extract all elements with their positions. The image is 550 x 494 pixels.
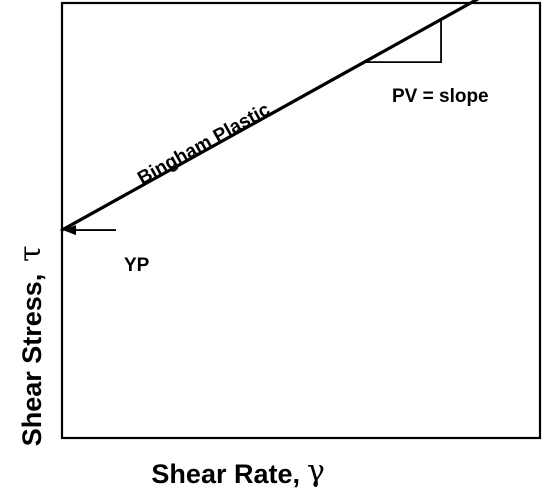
- y-axis-title: Shear Stress,: [17, 274, 47, 447]
- y-axis-symbol: τ: [13, 245, 48, 262]
- yp-arrow-head: [63, 225, 76, 236]
- slope-triangle: [364, 19, 442, 64]
- slope-label: PV = slope: [392, 86, 489, 107]
- x-axis-symbol: γ: [307, 454, 325, 489]
- intercept-label: YP: [124, 255, 150, 276]
- line-label: Bingham Plastic: [134, 99, 274, 189]
- bingham-plastic-line: [60, 0, 480, 232]
- yp-arrow: [63, 225, 116, 236]
- x-axis-title: Shear Rate,: [151, 459, 300, 489]
- plot-frame: [60, 1, 542, 440]
